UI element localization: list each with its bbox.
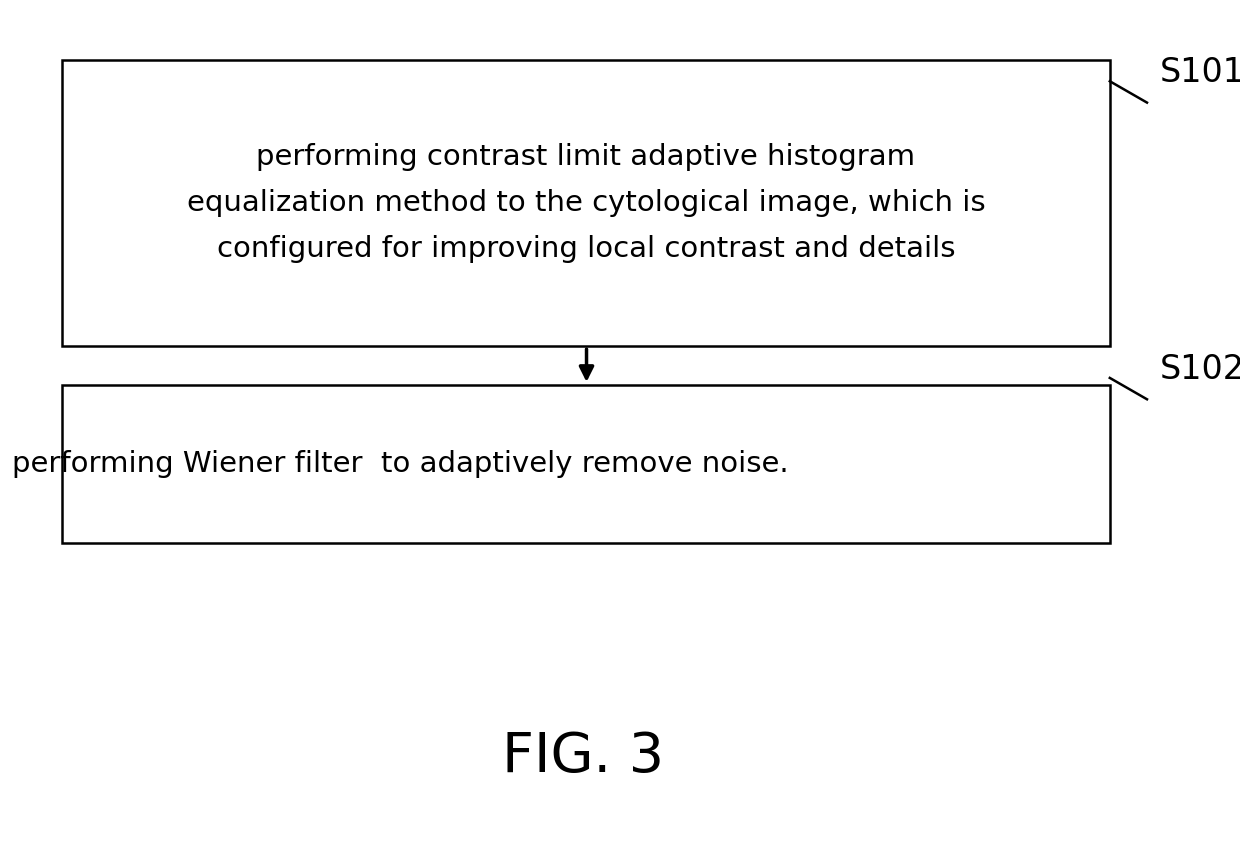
Text: FIG. 3: FIG. 3 bbox=[502, 729, 663, 784]
Text: performing Wiener filter  to adaptively remove noise.: performing Wiener filter to adaptively r… bbox=[11, 450, 789, 478]
Bar bbox=[62, 60, 1110, 346]
Bar bbox=[62, 385, 1110, 543]
Text: S101: S101 bbox=[1159, 56, 1240, 89]
Text: S102: S102 bbox=[1159, 353, 1240, 386]
Text: performing contrast limit adaptive histogram
equalization method to the cytologi: performing contrast limit adaptive histo… bbox=[186, 144, 986, 262]
